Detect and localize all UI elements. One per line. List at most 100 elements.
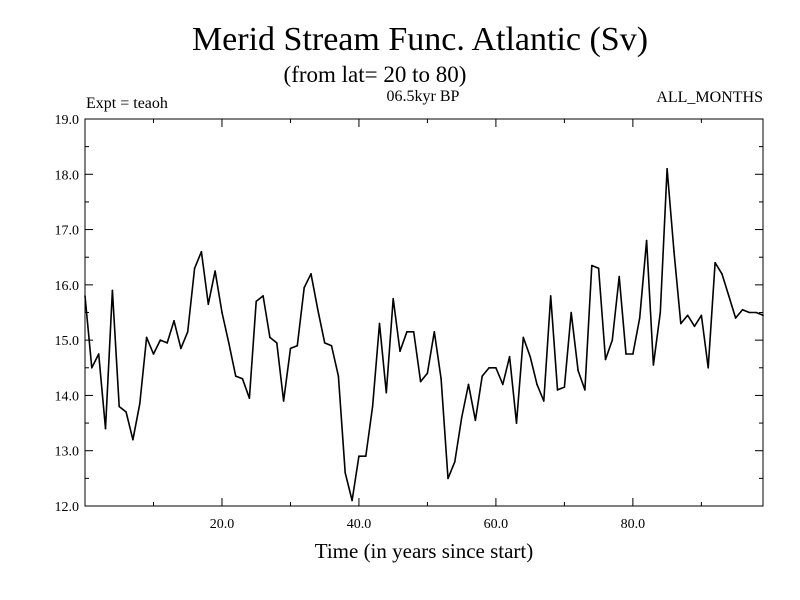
y-tick-label: 15.0 <box>55 334 80 349</box>
data-point <box>693 325 696 328</box>
x-axis-label: Time (in years since start) <box>315 539 534 563</box>
data-point <box>200 250 203 253</box>
data-point <box>358 455 360 458</box>
data-point <box>337 375 340 377</box>
data-point <box>193 267 196 270</box>
data-point <box>399 350 401 353</box>
data-point <box>529 355 531 358</box>
y-tick-label: 14.0 <box>55 389 80 404</box>
data-point <box>474 419 477 422</box>
data-point <box>659 311 662 314</box>
data-point <box>145 336 148 339</box>
data-point <box>159 339 162 341</box>
y-tick-label: 13.0 <box>55 445 80 460</box>
data-point <box>104 427 107 430</box>
experiment-label: Expt = teaoh <box>86 95 168 112</box>
data-point <box>707 367 709 369</box>
data-point <box>741 308 744 311</box>
data-point <box>563 386 566 388</box>
data-point <box>207 303 210 306</box>
x-tick-label: 80.0 <box>621 517 646 532</box>
data-point <box>748 311 751 314</box>
data-point <box>125 411 127 413</box>
data-point <box>406 331 408 333</box>
y-tick-label: 18.0 <box>55 168 80 183</box>
data-point <box>577 369 579 372</box>
x-tick-label: 60.0 <box>484 517 509 532</box>
data-point <box>378 322 381 325</box>
plot-frame <box>84 118 764 507</box>
data-point <box>680 322 682 325</box>
period-label: 06.5kyr BP <box>387 88 460 105</box>
data-point <box>118 405 120 408</box>
data-point <box>330 344 333 347</box>
data-point <box>310 273 312 275</box>
data-point <box>454 461 456 463</box>
data-point <box>351 499 353 502</box>
y-tick-label: 12.0 <box>55 500 80 515</box>
data-point <box>460 416 463 419</box>
data-point <box>365 455 367 458</box>
data-point <box>248 397 251 400</box>
data-point <box>214 270 216 272</box>
data-point <box>91 367 93 369</box>
data-point <box>132 438 134 441</box>
data-point <box>317 308 319 311</box>
data-point <box>262 295 264 297</box>
chart-title: Merid Stream Func. Atlantic (Sv) <box>192 21 648 58</box>
data-point <box>344 472 347 474</box>
data-point <box>604 358 607 361</box>
data-point <box>488 367 490 369</box>
y-tick-label: 16.0 <box>55 279 80 294</box>
data-point <box>515 422 518 424</box>
data-point <box>625 353 627 355</box>
data-point <box>180 347 182 350</box>
data-point <box>536 383 538 386</box>
data-point <box>618 275 620 278</box>
data-point <box>276 342 278 344</box>
data-point <box>152 353 155 355</box>
data-point <box>686 314 689 317</box>
data-point <box>632 353 634 355</box>
data-point <box>440 378 442 380</box>
data-point <box>714 261 716 264</box>
data-point <box>666 168 668 170</box>
data-point <box>645 239 648 242</box>
data-point <box>728 295 730 297</box>
data-point <box>597 267 600 270</box>
data-point <box>412 331 415 333</box>
data-point <box>502 383 504 386</box>
data-point <box>700 314 703 317</box>
data-point <box>447 477 449 480</box>
data-point <box>755 311 757 314</box>
months-label: ALL_MONTHS <box>656 89 763 106</box>
data-point <box>433 331 436 333</box>
data-point <box>228 342 230 344</box>
plot-area: 12.0 13.0 14.0 15.0 16.0 17.0 18.0 19.0 20.0 40.0… <box>55 113 764 532</box>
data-point <box>673 250 675 253</box>
data-point <box>323 342 326 344</box>
data-point <box>111 289 114 292</box>
y-tick-label: 17.0 <box>55 224 80 239</box>
data-point <box>97 353 100 355</box>
data-point <box>734 317 737 319</box>
data-point <box>419 380 422 383</box>
data-point <box>269 336 271 339</box>
data-point <box>392 297 395 300</box>
data-point <box>549 295 552 297</box>
data-point <box>234 375 237 377</box>
chart-subtitle: (from lat= 20 to 80) <box>284 62 467 87</box>
data-point <box>467 383 470 386</box>
data-point <box>282 400 285 402</box>
data-point <box>289 347 292 350</box>
data-point <box>584 389 586 391</box>
data-point <box>221 311 223 314</box>
x-tick-label: 40.0 <box>347 517 372 532</box>
data-point <box>426 372 429 375</box>
data-point <box>508 355 511 358</box>
data-point <box>556 389 559 391</box>
y-tick-label: 19.0 <box>55 113 80 128</box>
data-point <box>186 331 189 333</box>
series-line <box>84 168 764 502</box>
